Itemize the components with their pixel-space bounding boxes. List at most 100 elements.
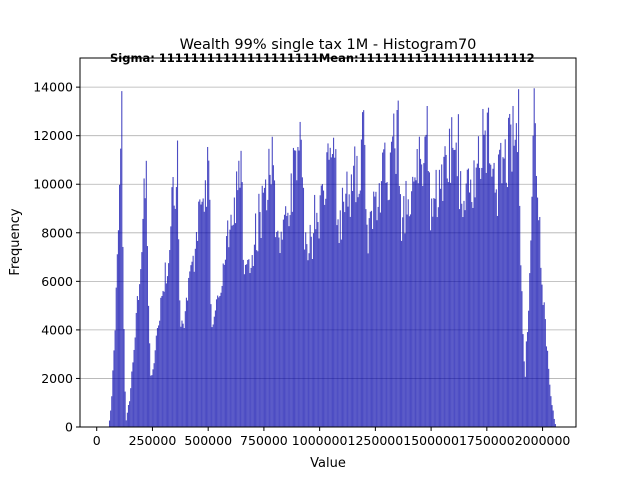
histogram-bar bbox=[320, 185, 322, 427]
histogram-bar bbox=[142, 218, 144, 427]
histogram-bar bbox=[306, 244, 308, 427]
histogram-bar bbox=[130, 388, 132, 427]
histogram-bar bbox=[492, 168, 494, 427]
histogram-bar bbox=[156, 328, 159, 427]
histogram-bar bbox=[253, 244, 255, 427]
histogram-bar bbox=[129, 401, 131, 427]
histogram-bar bbox=[175, 187, 177, 427]
histogram-bar bbox=[508, 117, 510, 427]
histogram-bar bbox=[349, 216, 351, 427]
histogram-bar bbox=[350, 174, 352, 427]
histogram-bar bbox=[215, 299, 218, 427]
histogram-bar bbox=[302, 187, 305, 427]
histogram-bar bbox=[212, 324, 214, 427]
histogram-bar bbox=[123, 329, 125, 427]
histogram-bar bbox=[203, 211, 205, 427]
histogram-bar bbox=[458, 209, 461, 427]
histogram-bar bbox=[480, 178, 482, 427]
histogram-bar bbox=[280, 231, 282, 427]
histogram-bar bbox=[358, 193, 360, 427]
histogram-bars bbox=[108, 88, 556, 428]
histogram-bar bbox=[278, 237, 280, 427]
histogram-bar bbox=[301, 177, 303, 427]
histogram-bar bbox=[249, 273, 251, 427]
histogram-bar bbox=[275, 237, 277, 427]
histogram-bar bbox=[503, 158, 505, 427]
histogram-bar bbox=[444, 146, 446, 427]
histogram-bar bbox=[205, 206, 208, 427]
histogram-bar bbox=[271, 136, 273, 427]
histogram-bar bbox=[339, 210, 341, 427]
histogram-bar bbox=[315, 229, 317, 427]
histogram-bar bbox=[270, 184, 272, 427]
histogram-bar bbox=[131, 371, 133, 427]
histogram-bar bbox=[246, 264, 248, 427]
histogram-bar bbox=[262, 192, 264, 427]
plot-frame bbox=[79, 57, 577, 428]
histogram-bar bbox=[419, 158, 422, 428]
histogram-bar bbox=[382, 152, 384, 428]
histogram-bar bbox=[279, 253, 281, 427]
histogram-bar bbox=[326, 152, 328, 428]
histogram-bar bbox=[367, 253, 369, 427]
histogram-bar bbox=[395, 173, 397, 427]
histogram-bar bbox=[291, 211, 293, 427]
histogram-bar bbox=[108, 420, 111, 427]
histogram-bar bbox=[184, 311, 186, 427]
histogram-bar bbox=[539, 216, 541, 427]
histogram-bar bbox=[189, 271, 191, 427]
histogram-bar bbox=[115, 287, 117, 427]
histogram-bar bbox=[116, 254, 118, 427]
histogram-bar bbox=[199, 199, 201, 427]
y-axis-label: Frequency bbox=[8, 208, 23, 275]
histogram-bar bbox=[173, 205, 175, 427]
histogram-bar bbox=[353, 165, 355, 428]
histogram-bar bbox=[383, 149, 385, 427]
histogram-bar bbox=[330, 157, 332, 428]
histogram-bar bbox=[158, 325, 160, 427]
histogram-bar bbox=[172, 177, 174, 427]
histogram-bar bbox=[314, 194, 316, 427]
histogram-bar bbox=[251, 255, 253, 427]
histogram-bar bbox=[445, 154, 447, 428]
histogram-bar bbox=[490, 164, 492, 428]
histogram-bar bbox=[250, 267, 252, 427]
histogram-bar bbox=[223, 264, 225, 427]
histogram-bar bbox=[513, 145, 515, 427]
histogram-bar bbox=[137, 299, 140, 427]
histogram-bar bbox=[132, 362, 134, 427]
histogram-bar bbox=[272, 165, 274, 427]
histogram-bar bbox=[304, 249, 306, 427]
histogram-bar bbox=[141, 252, 143, 427]
x-tick-label: 1750000 bbox=[459, 433, 515, 448]
histogram-bar bbox=[402, 217, 404, 427]
chart-title: Wealth 99% single tax 1M - Histogram70 bbox=[180, 37, 477, 53]
histogram-bar bbox=[483, 134, 485, 427]
histogram-bar bbox=[125, 420, 127, 427]
y-tick-label: 10000 bbox=[33, 177, 73, 192]
histogram-bar bbox=[297, 146, 299, 427]
x-tick-label: 2000000 bbox=[515, 433, 571, 448]
histogram-bar bbox=[368, 218, 370, 427]
histogram-bar bbox=[338, 243, 340, 427]
histogram-bar bbox=[375, 191, 377, 427]
histogram-bar bbox=[191, 261, 193, 427]
histogram-bar bbox=[166, 276, 169, 427]
histogram-bar bbox=[394, 148, 396, 427]
histogram-bar bbox=[365, 209, 367, 427]
histogram-bar bbox=[228, 247, 230, 427]
histogram-bar bbox=[277, 230, 279, 427]
histogram-bar bbox=[288, 226, 290, 427]
histogram-bar bbox=[163, 291, 165, 427]
histogram-bar bbox=[248, 259, 250, 427]
histogram-bar bbox=[187, 300, 189, 427]
histogram-bar bbox=[422, 185, 424, 427]
histogram-bar bbox=[318, 238, 320, 427]
histogram-bar bbox=[219, 296, 221, 427]
histogram-bar bbox=[412, 176, 414, 427]
histogram-bar bbox=[144, 198, 146, 427]
histogram-bar bbox=[294, 150, 296, 428]
histogram-bar bbox=[518, 89, 520, 428]
histogram-bar bbox=[150, 375, 152, 427]
x-axis-label: Value bbox=[310, 456, 346, 471]
